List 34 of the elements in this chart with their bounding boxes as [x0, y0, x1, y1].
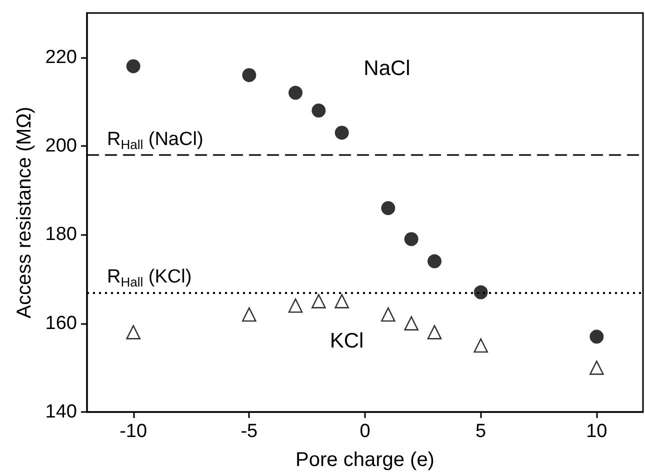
point	[427, 325, 442, 340]
point	[474, 338, 488, 353]
point	[590, 360, 604, 375]
y-tick-label: 200	[45, 136, 77, 156]
point	[428, 254, 442, 268]
x-tick-label: -10	[120, 421, 148, 442]
point	[242, 307, 256, 322]
point	[404, 316, 418, 330]
y-tick-label: 220	[45, 46, 77, 68]
text: NaCl	[364, 57, 410, 80]
point	[590, 330, 604, 344]
x-tick-label: -5	[240, 421, 258, 442]
point	[404, 232, 418, 246]
y-axis-title: Access resistance (MΩ)	[13, 106, 36, 318]
y-tick-label: 180	[45, 224, 77, 246]
x-tick-label: 5	[476, 421, 486, 442]
point	[126, 59, 140, 74]
y-tick-label: 140	[45, 402, 77, 422]
point	[288, 298, 303, 313]
point	[242, 68, 256, 82]
point	[126, 325, 140, 340]
x-tick-label: 10	[586, 421, 608, 442]
x-tick-label: 0	[360, 421, 370, 442]
point	[474, 285, 488, 300]
series-label: KCl	[330, 330, 364, 353]
point	[334, 126, 349, 140]
point	[288, 86, 302, 100]
point	[381, 201, 396, 216]
point	[334, 294, 349, 308]
x-axis-title: Pore charge (e)	[296, 449, 434, 471]
y-tick-label: 160	[45, 312, 77, 334]
point	[312, 104, 326, 118]
point	[312, 294, 326, 308]
point	[381, 307, 396, 322]
